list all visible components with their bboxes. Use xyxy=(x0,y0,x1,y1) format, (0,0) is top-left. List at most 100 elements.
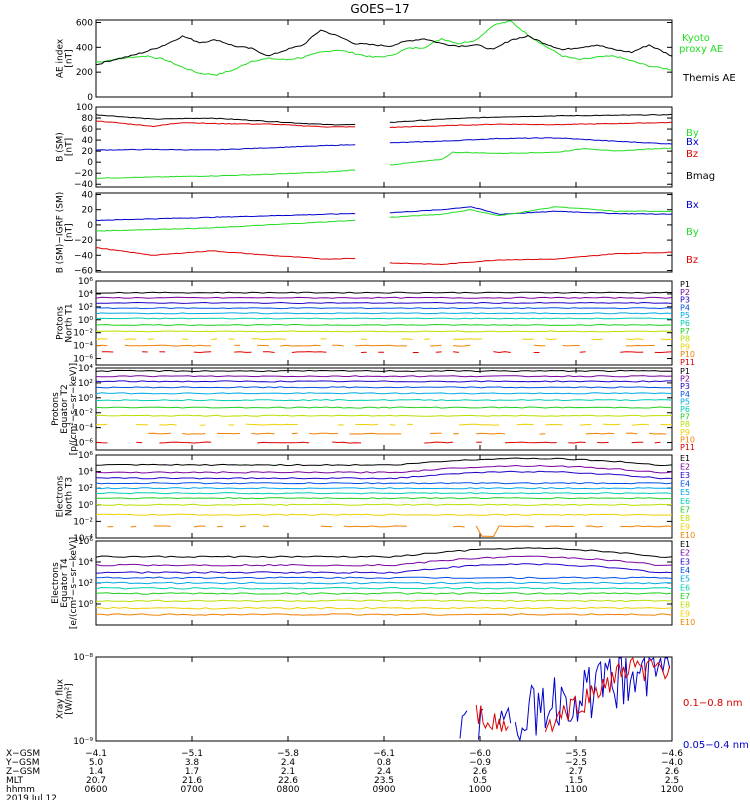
legend-bmag: Bmag xyxy=(686,171,715,182)
xaxis-tick-value: 1200 xyxy=(661,785,684,795)
channel-line-e2 xyxy=(96,466,672,474)
channel-line-e8 xyxy=(96,600,672,602)
y-tick-label: 80 xyxy=(82,114,94,124)
channel-label-e7: E7 xyxy=(680,592,690,601)
channel-line-p10 xyxy=(125,345,211,346)
channel-line-p9 xyxy=(453,339,482,340)
channel-line-p11 xyxy=(620,352,643,353)
channel-line-p10 xyxy=(626,345,655,346)
channel-label-e3: E3 xyxy=(680,557,690,566)
channel-line-p8 xyxy=(96,331,672,332)
y-tick-label: 10⁰ xyxy=(78,501,93,511)
series-line-by xyxy=(96,170,355,179)
y-tick-label: 10⁻² xyxy=(73,517,93,527)
y-tick-label: 10² xyxy=(78,579,93,589)
channel-line-e10 xyxy=(586,526,603,527)
channel-line-e7 xyxy=(96,593,672,595)
channel-line-p11 xyxy=(493,352,510,353)
channel-line-p10 xyxy=(349,433,401,434)
channel-line-p8 xyxy=(96,415,672,416)
channel-line-p11 xyxy=(655,352,672,353)
channel-line-p9 xyxy=(603,424,620,425)
channel-line-e10 xyxy=(217,526,223,527)
xaxis-tick-value: 1100 xyxy=(565,785,588,795)
y-tick-label: 10⁰ xyxy=(78,600,93,610)
channel-line-p10 xyxy=(309,433,338,434)
legend-proxy-ae: proxy AE xyxy=(679,44,723,55)
y-tick-label: 10⁻⁹ xyxy=(73,737,93,747)
channel-line-p9 xyxy=(459,424,499,425)
series-line-kyoto-proxy-ae xyxy=(96,21,672,75)
y-tick-label: 10² xyxy=(78,379,93,389)
channel-line-p4 xyxy=(96,308,672,309)
y-tick-label: 600 xyxy=(76,18,93,28)
channel-line-p10 xyxy=(257,345,269,346)
xray-line-0.05-0.4nm xyxy=(515,658,669,740)
channel-line-p9 xyxy=(159,424,176,425)
series-line-bx xyxy=(96,214,355,221)
panel-y-label: [W/m²] xyxy=(65,683,75,714)
channel-line-p9 xyxy=(125,339,137,340)
channel-line-e10 xyxy=(131,526,137,527)
channel-line-p10 xyxy=(476,433,505,434)
series-line-by xyxy=(96,220,355,231)
channel-line-p2 xyxy=(96,297,672,298)
channel-line-p11 xyxy=(632,442,644,443)
y-tick-label: 200 xyxy=(76,68,93,78)
channel-line-e10 xyxy=(476,526,534,537)
channel-line-p11 xyxy=(263,352,275,353)
channel-line-p9 xyxy=(96,339,108,340)
legend-themis-ae: Themis AE xyxy=(682,73,736,84)
channel-line-e10 xyxy=(545,526,574,527)
channel-line-p11 xyxy=(234,352,251,353)
xaxis-tick-value: 0900 xyxy=(373,785,396,795)
channel-line-p5 xyxy=(96,393,672,394)
figure-title: GOES−17 xyxy=(350,2,409,16)
channel-line-p4 xyxy=(96,387,672,388)
channel-line-p9 xyxy=(355,424,378,425)
channel-line-p11 xyxy=(194,352,211,353)
panel-y-label: North T1 xyxy=(65,303,75,342)
series-line-by-after-gap xyxy=(390,148,672,165)
y-tick-label: 100 xyxy=(76,103,93,113)
xray-line-0.05-0.4nm xyxy=(460,711,467,739)
y-tick-label: −20 xyxy=(74,169,93,179)
channel-line-p9 xyxy=(517,424,534,425)
channel-line-e5 xyxy=(96,488,672,489)
xaxis-date: 2019 Jul 12 xyxy=(6,794,57,800)
channel-line-p10 xyxy=(280,345,320,346)
y-tick-label: 10⁻² xyxy=(73,329,93,339)
channel-line-e10 xyxy=(96,614,672,616)
series-line-by-after-gap xyxy=(390,207,672,218)
panel-frame-5 xyxy=(96,368,672,450)
channel-line-p11 xyxy=(580,352,586,353)
series-line-bz-after-gap xyxy=(390,122,672,127)
channel-line-e5 xyxy=(96,582,672,584)
channel-line-p11 xyxy=(292,352,327,353)
channel-line-p11 xyxy=(424,442,453,443)
channel-line-p11 xyxy=(96,442,108,443)
channel-label-e10: E10 xyxy=(680,531,695,540)
y-tick-label: 10⁻⁴ xyxy=(73,342,93,352)
channel-line-e9 xyxy=(96,514,672,515)
y-tick-label: 10⁰ xyxy=(78,394,93,404)
channel-line-p9 xyxy=(545,339,557,340)
channel-line-e10 xyxy=(620,526,672,527)
y-tick-label: −40 xyxy=(74,180,93,190)
xaxis-tick-value: 0600 xyxy=(85,785,108,795)
channel-line-p11 xyxy=(257,442,309,443)
channel-line-p9 xyxy=(626,339,643,340)
series-line-themis-ae xyxy=(96,30,672,64)
channel-line-p11 xyxy=(568,442,585,443)
legend-by: By xyxy=(686,128,699,139)
channel-line-e8 xyxy=(96,504,672,505)
channel-line-p10 xyxy=(649,433,666,434)
channel-line-p10 xyxy=(534,345,546,346)
y-tick-label: 10⁰ xyxy=(78,316,93,326)
panel-y-label: [nT] xyxy=(65,49,75,67)
channel-line-e10 xyxy=(240,526,246,527)
y-tick-label: −60 xyxy=(74,266,93,276)
panel-y-label: [e/(cm²−s−sr−keV)] xyxy=(69,537,79,629)
series-line-bx xyxy=(96,145,355,151)
